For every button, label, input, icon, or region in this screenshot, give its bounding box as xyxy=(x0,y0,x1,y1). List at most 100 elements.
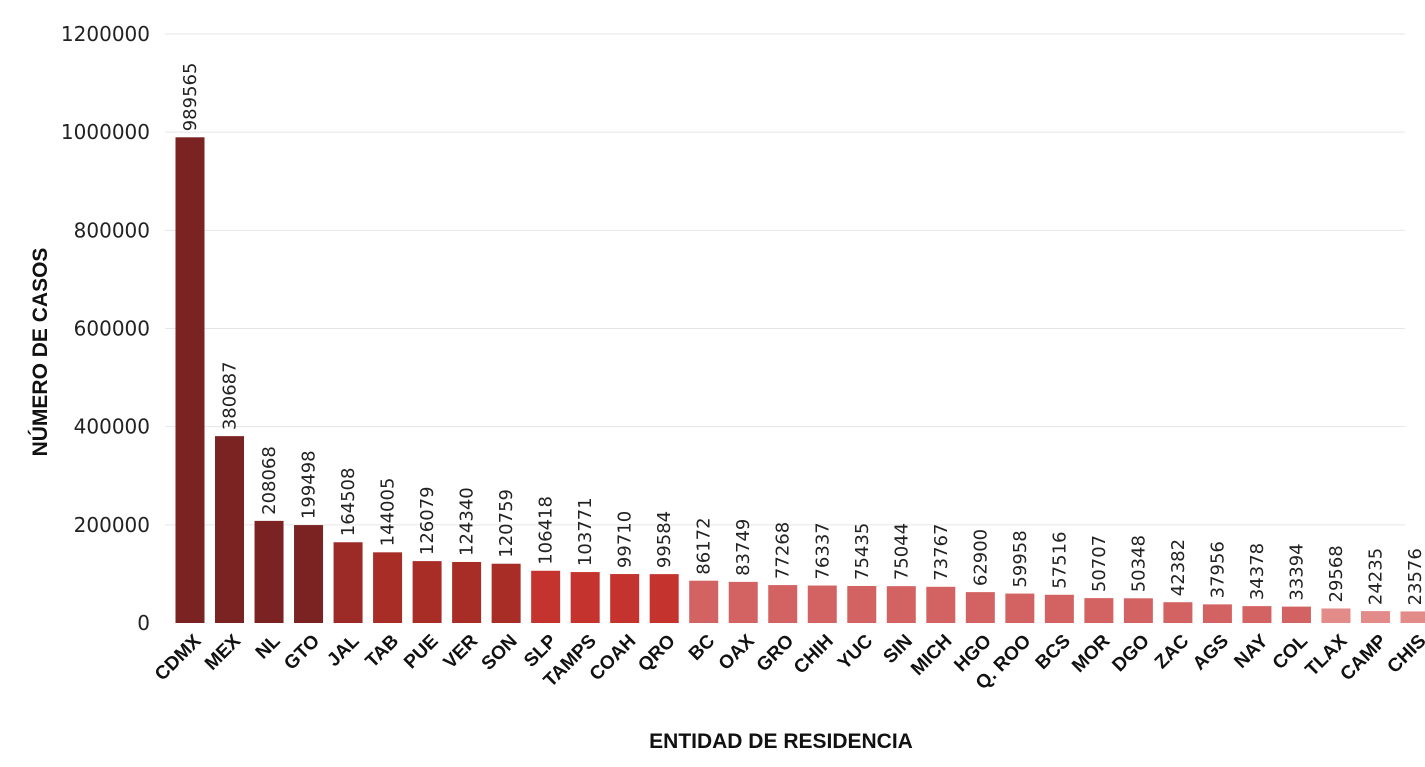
x-tick-label: NAY xyxy=(1230,630,1272,672)
x-tick-label: ZAC xyxy=(1151,630,1194,673)
bar-dgo xyxy=(1123,598,1153,623)
bar-son xyxy=(491,563,521,623)
x-tick-label: DGO xyxy=(1108,631,1153,676)
x-tick-label: CDMX xyxy=(151,630,206,685)
bar-bcs xyxy=(1044,594,1074,623)
y-tick-label: 600000 xyxy=(74,317,150,341)
y-tick-label: 1000000 xyxy=(61,120,150,144)
value-label: 380687 xyxy=(220,361,241,430)
x-tick-label: AGS xyxy=(1189,631,1233,675)
x-tick-label: BCS xyxy=(1032,631,1075,674)
x-tick-label: MICH xyxy=(907,631,956,680)
x-tick-label: GTO xyxy=(280,631,324,675)
y-tick-label: 1200000 xyxy=(61,22,150,46)
x-tick-label: JAL xyxy=(323,630,364,671)
value-labels: 989565 380687 208068 199498 164508 144005 1260… xyxy=(180,63,1425,606)
bar-oax xyxy=(728,581,758,623)
value-label: 86172 xyxy=(694,517,715,574)
value-label: 99584 xyxy=(654,511,675,568)
bar-hgo xyxy=(965,592,995,623)
y-tick-label: 200000 xyxy=(74,513,150,537)
bar-mex xyxy=(215,436,245,623)
y-tick-label: 0 xyxy=(137,611,150,635)
x-tick-label: CHIS xyxy=(1384,631,1425,678)
x-tick-label: OAX xyxy=(715,630,759,674)
bar-mor xyxy=(1084,598,1114,623)
bar-zac xyxy=(1163,602,1193,623)
x-tick-label: SON xyxy=(478,631,522,675)
bar-slp xyxy=(531,570,561,623)
value-label: 23576 xyxy=(1405,548,1425,605)
bar-ver xyxy=(452,561,482,623)
bars xyxy=(175,137,1425,623)
x-tick-label: TAB xyxy=(362,631,403,672)
bar-sin xyxy=(886,586,916,623)
value-label: 199498 xyxy=(299,450,320,519)
value-label: 57516 xyxy=(1049,532,1070,589)
bar-tlax xyxy=(1321,608,1351,623)
value-label: 103771 xyxy=(575,497,596,566)
x-tick-label: YUC xyxy=(834,630,877,673)
bar-jal xyxy=(333,542,363,623)
bar-nl xyxy=(254,520,284,623)
x-tick-label: MEX xyxy=(201,630,245,674)
bar-camp xyxy=(1360,611,1390,623)
bar-qro xyxy=(649,574,679,623)
y-tick-label: 400000 xyxy=(74,415,150,439)
bar-yuc xyxy=(847,585,877,623)
y-axis-ticks: 0 200000 400000 600000 800000 1000000 1200000 xyxy=(61,22,150,635)
value-label: 83749 xyxy=(733,519,754,576)
value-label: 76337 xyxy=(812,522,833,579)
value-label: 62900 xyxy=(970,529,991,586)
value-label: 42382 xyxy=(1168,539,1189,596)
y-tick-label: 800000 xyxy=(74,218,150,242)
value-label: 126079 xyxy=(417,486,438,555)
value-label: 124340 xyxy=(457,487,478,556)
gridlines xyxy=(165,33,1405,526)
bar-q-roo xyxy=(1005,593,1035,623)
value-label: 208068 xyxy=(259,446,280,515)
bar-mich xyxy=(926,586,956,623)
value-label: 75044 xyxy=(891,523,912,580)
x-tick-label: CAMP xyxy=(1337,630,1392,685)
bar-col xyxy=(1281,606,1311,623)
value-label: 75435 xyxy=(852,523,873,580)
value-label: 120759 xyxy=(496,489,517,558)
x-tick-label: VER xyxy=(440,630,483,673)
bar-cdmx xyxy=(175,137,205,623)
value-label: 144005 xyxy=(378,478,399,547)
value-label: 99710 xyxy=(615,511,636,568)
value-label: 50707 xyxy=(1089,535,1110,592)
bar-chih xyxy=(807,585,837,623)
value-label: 77268 xyxy=(773,522,794,579)
value-label: 989565 xyxy=(180,63,201,132)
value-label: 106418 xyxy=(536,496,557,565)
x-axis-title: ENTIDAD DE RESIDENCIA xyxy=(649,730,913,753)
bar-tamps xyxy=(570,572,600,623)
bar-bc xyxy=(689,580,719,623)
x-tick-label: CHIH xyxy=(790,631,838,679)
value-label: 73767 xyxy=(931,524,952,581)
bar-chis xyxy=(1400,611,1425,623)
value-label: 24235 xyxy=(1365,548,1386,605)
value-label: 29568 xyxy=(1326,545,1347,602)
bar-pue xyxy=(412,561,442,623)
bar-gro xyxy=(768,585,798,623)
x-tick-label: QRO xyxy=(634,631,679,676)
y-axis-title: NÚMERO DE CASOS xyxy=(28,248,52,457)
bar-nay xyxy=(1242,606,1272,623)
value-label: 37956 xyxy=(1207,541,1228,598)
bar-ags xyxy=(1202,604,1232,623)
bar-tab xyxy=(373,552,403,623)
value-label: 164508 xyxy=(338,468,359,537)
value-label: 33394 xyxy=(1286,543,1307,600)
bar-gto xyxy=(294,525,324,623)
value-label: 34378 xyxy=(1247,543,1268,600)
x-tick-label: NL xyxy=(252,630,285,663)
bar-coah xyxy=(610,574,640,623)
x-tick-label: PUE xyxy=(400,631,442,673)
value-label: 59958 xyxy=(1010,530,1031,587)
